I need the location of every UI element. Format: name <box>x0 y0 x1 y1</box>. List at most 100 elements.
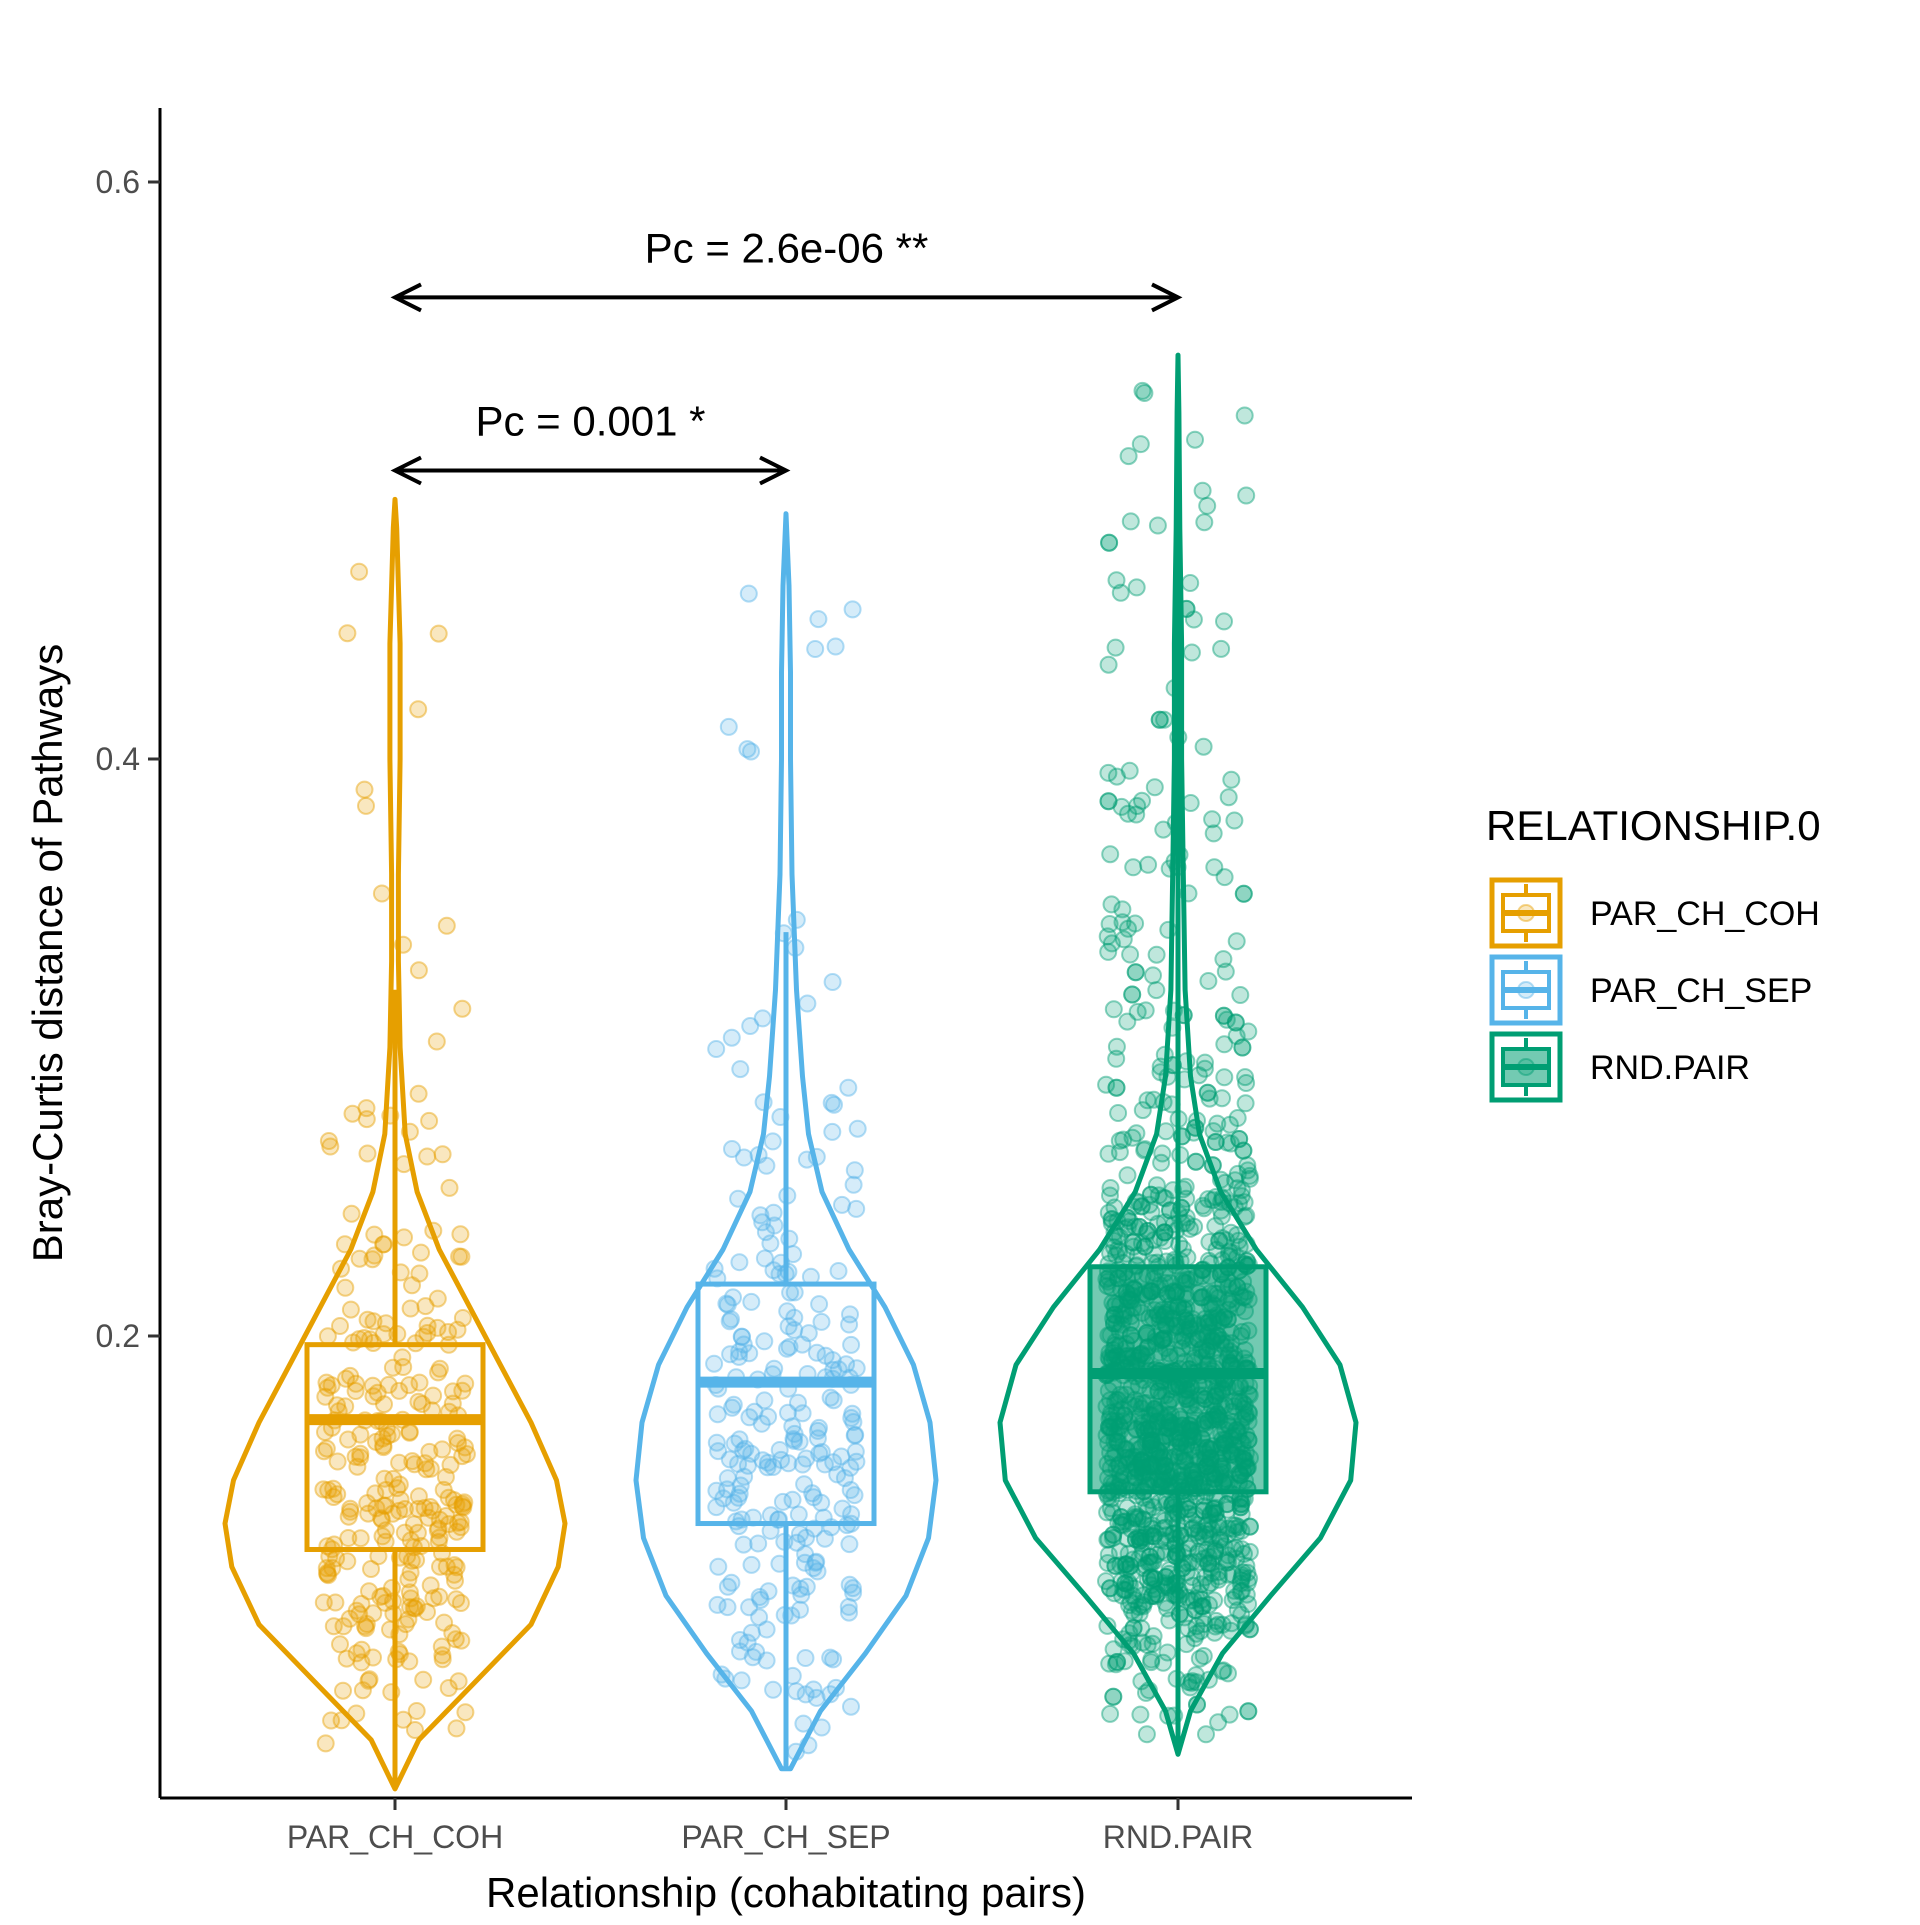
data-point <box>1118 1529 1137 1548</box>
data-point <box>1116 1555 1135 1574</box>
data-point <box>1186 1601 1205 1620</box>
data-point <box>1202 1554 1221 1573</box>
data-point <box>1228 1601 1247 1620</box>
data-point <box>351 1529 370 1548</box>
data-point <box>1214 1006 1233 1025</box>
data-point <box>357 796 375 815</box>
data-point <box>358 1144 377 1163</box>
data-point <box>416 1454 435 1473</box>
data-point <box>1125 1605 1144 1624</box>
data-point <box>1107 767 1126 786</box>
data-point <box>1107 1037 1126 1056</box>
data-point <box>1115 1581 1134 1600</box>
data-point <box>408 1523 427 1542</box>
legend-entry-PAR_CH_COH: PAR_CH_COH <box>1489 877 1820 949</box>
data-point <box>825 1095 843 1114</box>
data-point <box>1155 1223 1174 1242</box>
data-point <box>1231 1495 1250 1514</box>
data-point <box>1220 1242 1239 1261</box>
data-point <box>407 1702 426 1720</box>
data-point <box>1140 1547 1159 1566</box>
data-point <box>1225 1581 1244 1600</box>
data-point <box>815 1455 834 1474</box>
data-point <box>1126 1591 1145 1610</box>
boxplot-PAR_CH_COH <box>304 989 486 1789</box>
data-point <box>1179 1493 1198 1512</box>
data-point <box>1146 1587 1165 1606</box>
data-point <box>1233 1566 1252 1585</box>
data-point <box>1123 985 1142 1004</box>
data-point <box>1233 1038 1252 1057</box>
data-point <box>1190 1552 1209 1571</box>
data-point <box>1233 1563 1252 1582</box>
data-point <box>1121 1593 1140 1612</box>
data-point <box>1136 1532 1155 1551</box>
data-point <box>1128 1509 1147 1528</box>
y-tick-label: 0.4 <box>96 741 140 777</box>
data-point <box>376 1593 395 1612</box>
data-point <box>430 1587 449 1606</box>
data-point <box>810 1418 828 1437</box>
box-iqr <box>1087 1264 1269 1495</box>
data-point <box>1226 1171 1245 1190</box>
data-point <box>1150 710 1169 729</box>
data-point <box>388 1479 407 1498</box>
data-point <box>1117 1555 1136 1574</box>
data-point <box>1195 1525 1214 1544</box>
data-point <box>1231 1498 1250 1517</box>
x-tick-label: PAR_CH_COH <box>287 1819 503 1855</box>
data-point <box>357 1099 376 1118</box>
data-point <box>418 1324 437 1342</box>
data-point <box>1231 1498 1250 1517</box>
data-point <box>822 1093 841 1112</box>
data-point <box>334 1681 352 1700</box>
data-point <box>347 1644 366 1663</box>
data-point <box>1151 1228 1170 1247</box>
data-point <box>1156 1568 1175 1586</box>
data-point <box>843 1579 862 1598</box>
comparison-PAR_CH_COH-RND.PAIR: Pc = 2.6e-06 ** <box>390 224 1183 313</box>
data-point <box>1117 1555 1136 1574</box>
data-point <box>1155 1511 1174 1530</box>
data-point <box>1114 930 1133 949</box>
data-point <box>1106 1556 1125 1575</box>
data-point <box>1203 1504 1222 1523</box>
legend-entry-PAR_CH_SEP: PAR_CH_SEP <box>1489 954 1812 1026</box>
data-point <box>414 1670 433 1689</box>
data-point <box>1189 1527 1208 1545</box>
data-point <box>1106 1556 1125 1575</box>
data-point <box>1228 1179 1247 1198</box>
data-point <box>443 1394 462 1413</box>
data-point <box>1137 1496 1156 1515</box>
data-point <box>1138 1221 1157 1240</box>
data-point <box>433 1440 452 1459</box>
data-point <box>1117 1512 1136 1531</box>
data-point <box>1129 1597 1148 1616</box>
data-point <box>742 742 760 761</box>
data-point <box>455 1493 474 1512</box>
data-point <box>429 1519 448 1538</box>
data-point <box>1209 1713 1228 1732</box>
data-point <box>709 1442 728 1461</box>
data-point <box>364 1387 383 1406</box>
data-point <box>1134 1559 1153 1578</box>
data-point <box>808 1421 827 1440</box>
data-point <box>840 1575 859 1594</box>
data-point <box>1123 1601 1141 1620</box>
data-point <box>812 1493 831 1512</box>
data-point <box>1215 868 1234 887</box>
data-point <box>1142 1650 1161 1669</box>
data-point <box>1232 1505 1251 1524</box>
data-point <box>797 1528 815 1547</box>
data-point <box>1120 1596 1139 1615</box>
data-point <box>844 1175 863 1194</box>
data-point <box>1101 845 1120 864</box>
data-point <box>439 1323 458 1341</box>
data-point <box>338 1552 357 1571</box>
data-point <box>1130 1217 1149 1236</box>
data-point <box>366 1484 385 1503</box>
data-point <box>718 1469 737 1488</box>
data-point <box>367 1432 385 1451</box>
data-point <box>1136 1001 1155 1020</box>
data-point <box>351 1444 370 1463</box>
